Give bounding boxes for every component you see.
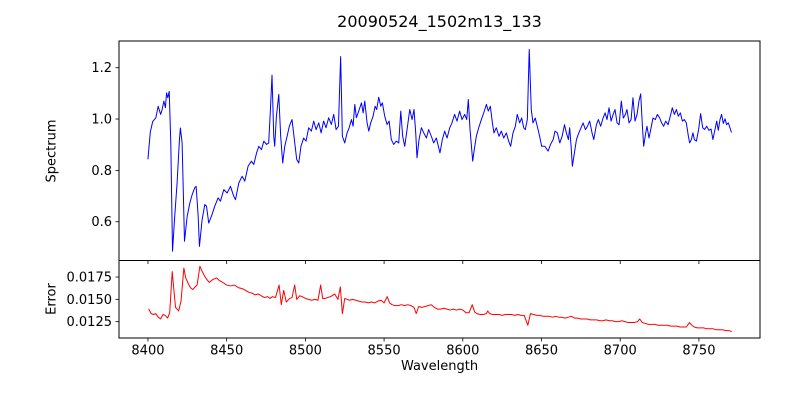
spectrum-y-tick-label: 0.6 — [91, 215, 112, 230]
spectrum-axis-label: Spectrum — [44, 119, 60, 183]
x-tick-label: 8450 — [210, 344, 243, 359]
x-tick-label: 8700 — [604, 344, 637, 359]
x-tick-label: 8500 — [289, 344, 322, 359]
x-tick-label: 8550 — [368, 344, 401, 359]
x-tick-label: 8600 — [446, 344, 479, 359]
spectrum-y-tick-label: 1.0 — [91, 113, 112, 128]
error-line — [148, 265, 732, 332]
x-tick-label: 8750 — [682, 344, 715, 359]
error-y-tick-label: 0.0150 — [67, 293, 113, 308]
error-y-tick-label: 0.0125 — [67, 315, 113, 330]
x-tick-label: 8400 — [131, 344, 164, 359]
error-axis-label: Error — [44, 283, 60, 315]
spectrum-y-tick-label: 1.2 — [91, 61, 112, 76]
chart-title: 20090524_1502m13_133 — [337, 12, 542, 31]
x-axis-label: Wavelength — [400, 359, 479, 374]
spectrum-line — [147, 48, 732, 252]
x-tick-label: 8650 — [525, 344, 558, 359]
spectrum-y-tick-label: 0.8 — [91, 164, 112, 179]
error-y-tick-label: 0.0175 — [67, 271, 113, 286]
error-panel-frame — [118, 260, 761, 339]
